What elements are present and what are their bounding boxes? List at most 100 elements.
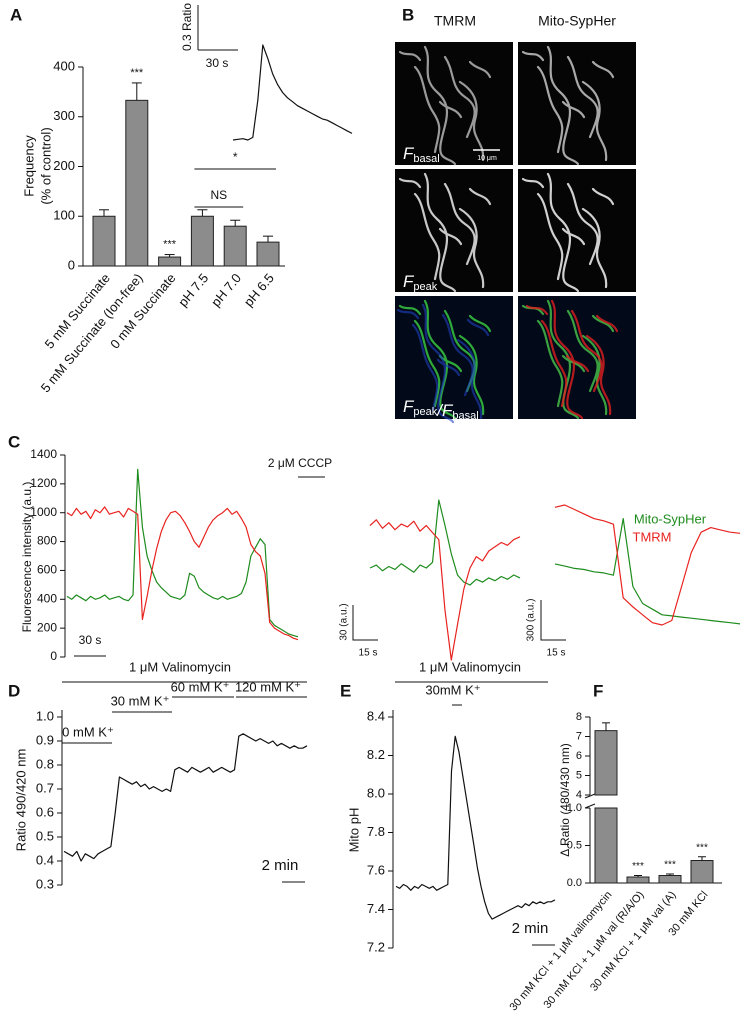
significance: ***: [163, 238, 177, 250]
annotation: 0 mM K⁺: [62, 724, 114, 739]
y-tick-label: 6: [576, 750, 582, 762]
bar: [223, 225, 247, 267]
y-tick-label: 200: [53, 158, 75, 173]
comparison-label: NS: [210, 188, 227, 202]
panel-letter: D: [8, 681, 20, 700]
y-tick-label: 0.5: [567, 839, 582, 851]
y-tick-label: 8.4: [367, 708, 385, 723]
annotation: 30 mM K⁺: [111, 693, 170, 708]
bar: [256, 241, 280, 267]
axis-break: [584, 793, 596, 799]
y-axis-label: Ratio 490/420 nm: [13, 749, 28, 852]
label-sub: peak: [413, 406, 437, 418]
axis-break: [584, 803, 596, 809]
panel-letter: C: [8, 432, 20, 451]
y-tick-label: 300: [53, 108, 75, 123]
image: [518, 169, 636, 292]
trace: [232, 44, 353, 141]
y-tick-label: 0: [68, 257, 75, 272]
label-sub: basal: [413, 153, 439, 165]
trace: [369, 519, 521, 661]
panel-letter: B: [402, 5, 414, 24]
panel-letter: F: [593, 681, 603, 700]
panel-letters: A B C D E F: [8, 5, 603, 700]
y-tick-label: 7.2: [367, 939, 385, 954]
panel-letter: E: [340, 681, 351, 700]
y-axis-label: (% of control): [38, 127, 53, 204]
scale-label: 2 min: [512, 920, 549, 937]
bar: [190, 215, 214, 267]
column-label: Mito-SypHer: [538, 13, 616, 29]
label-main: F: [403, 272, 415, 291]
legend-entry: TMRM: [633, 529, 672, 544]
annotation: 1 μM Valinomycin: [419, 659, 521, 674]
y-tick-label: 0: [50, 649, 57, 663]
y-tick-label: 8.0: [367, 785, 385, 800]
bar: [626, 876, 650, 884]
trace: [63, 733, 308, 862]
comparison-label: *: [233, 150, 238, 164]
label-main: F: [403, 397, 415, 416]
bar: [92, 215, 116, 267]
annotation: 60 mM K⁺: [171, 679, 230, 694]
scale-label: 30 (a.u.): [339, 603, 350, 640]
label-main: /F: [436, 401, 454, 420]
x-tick-label: pH 6.5: [241, 270, 277, 309]
y-tick-label: 0.5: [36, 828, 54, 843]
y-tick-label: 7: [576, 730, 582, 742]
trace: [395, 735, 556, 920]
y-axis-label: Frequency: [21, 135, 36, 197]
scale-label: 10 μm: [477, 155, 497, 162]
y-axis-label: Fluorescence intensity (a.u.): [20, 482, 34, 633]
y-tick-label: 0.0: [567, 877, 582, 889]
y-tick-label: 400: [53, 58, 75, 73]
y-tick-label: 0.6: [36, 804, 54, 819]
annotation: 30mM K⁺: [425, 682, 480, 697]
image: [395, 169, 513, 292]
y-tick-label: 1000: [30, 505, 57, 519]
y-tick-label: 8.2: [367, 747, 385, 762]
row-label: Fpeak/Fbasal: [403, 397, 479, 421]
column-label: TMRM: [434, 13, 476, 29]
y-tick-label: 1400: [30, 447, 57, 461]
significance: ***: [664, 860, 676, 871]
annotation: 1 μM Valinomycin: [129, 659, 231, 674]
y-tick-label: 0.3: [36, 876, 54, 891]
trace: [554, 518, 741, 625]
y-axis-label: Δ Ratio (480/430 nm): [558, 743, 572, 856]
trace: [66, 506, 299, 641]
scale-label: 0.3 Ratio: [180, 3, 194, 51]
scale-label: 30 s: [206, 56, 229, 70]
y-tick-label: 1.0: [567, 802, 582, 814]
y-axis-label: Mito pH: [346, 808, 361, 853]
y-tick-label: 100: [53, 208, 75, 223]
y-tick-label: 200: [37, 620, 57, 634]
y-tick-label: 400: [37, 591, 57, 605]
bar: [690, 860, 714, 884]
annotation: 120 mM K⁺: [235, 679, 301, 694]
x-tick-label: pH 7.5: [175, 270, 211, 309]
y-tick-label: 7.8: [367, 824, 385, 839]
row-label: Fpeak: [403, 272, 438, 292]
trace: [66, 468, 299, 638]
micrographs: [395, 42, 636, 424]
scale-label: 30 s: [79, 633, 102, 647]
scale-bar: [352, 605, 378, 641]
scale-label: 15 s: [359, 648, 378, 659]
y-tick-label: 800: [37, 534, 57, 548]
y-tick-label: 7.4: [367, 901, 385, 916]
significance: ***: [130, 67, 144, 79]
y-tick-label: 600: [37, 563, 57, 577]
y-tick-label: 1.0: [36, 708, 54, 723]
trace: [554, 504, 741, 626]
bar: [658, 875, 682, 884]
bar: [594, 807, 618, 884]
scale-label: 2 min: [262, 857, 299, 874]
y-tick-label: 5: [576, 769, 582, 781]
y-tick-label: 1200: [30, 476, 57, 490]
trace: [369, 499, 521, 586]
legend-entry: Mito-SypHer: [634, 511, 707, 526]
bar: [158, 256, 182, 267]
scale-label: 300 (a.u.): [526, 599, 537, 642]
